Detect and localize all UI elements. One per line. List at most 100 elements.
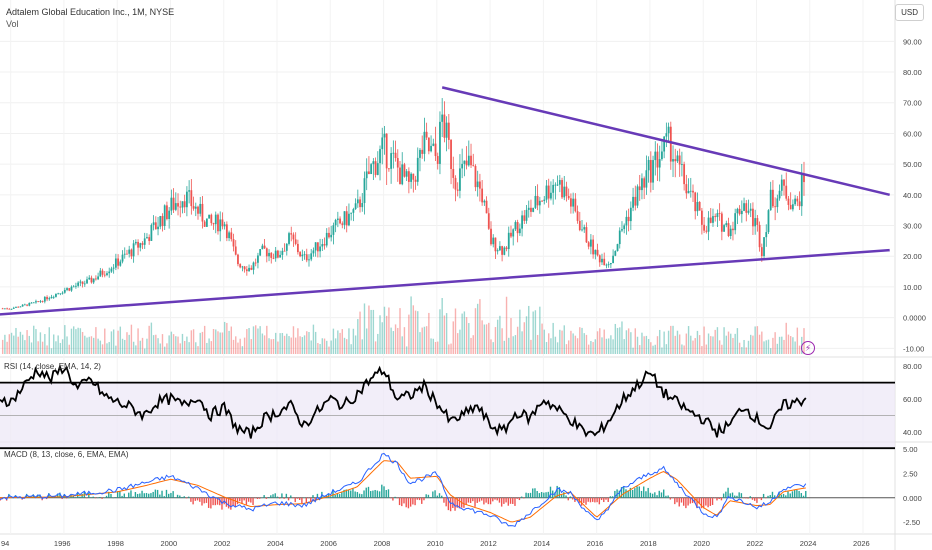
candle-body — [507, 232, 510, 250]
candle-body — [77, 282, 80, 286]
macd-histogram-bar — [214, 497, 217, 506]
volume-bar — [357, 319, 359, 354]
candle-body — [334, 219, 337, 226]
volume-bar — [372, 309, 375, 354]
candle-body — [714, 216, 717, 218]
volume-bar — [33, 325, 35, 354]
volume-bar — [312, 324, 315, 354]
volume-bar — [419, 332, 421, 354]
rsi-tick-label-1: 60.00 — [903, 395, 922, 404]
volume-bar — [772, 337, 774, 354]
volume-bar — [570, 330, 572, 354]
volume-bar — [97, 338, 99, 354]
volume-bar — [226, 322, 228, 354]
macd-histogram-bar — [79, 496, 81, 498]
volume-bar — [683, 345, 685, 354]
currency-button[interactable]: USD — [895, 4, 924, 21]
macd-legend[interactable]: MACD (8, 13, close, 6, EMA, EMA) — [4, 450, 129, 459]
volume-bar — [519, 309, 521, 354]
volume-bar — [441, 298, 443, 354]
volume-bar — [237, 342, 239, 354]
candle-body — [126, 253, 128, 255]
candle-body — [709, 217, 712, 223]
price-tick-label-3: 60.00 — [903, 129, 922, 138]
macd-histogram-bar — [463, 497, 465, 508]
time-tick-label-13: 2020 — [693, 539, 710, 548]
volume-bar — [72, 326, 75, 354]
macd-histogram-bar — [532, 488, 534, 498]
volume-bar — [581, 327, 583, 354]
macd-histogram-bar — [128, 492, 130, 498]
macd-histogram-bar — [210, 497, 212, 509]
macd-histogram-bar — [181, 496, 183, 498]
macd-histogram-bar — [680, 497, 683, 503]
candle-body — [63, 289, 66, 293]
macd-histogram-bar — [119, 491, 121, 498]
volume-bar — [665, 344, 668, 354]
macd-histogram-bar — [456, 497, 458, 508]
volume-bar — [366, 328, 368, 354]
time-tick-label-0: 94 — [1, 539, 9, 548]
candle-body — [10, 308, 13, 310]
macd-histogram-bar — [496, 497, 498, 501]
volume-bar — [319, 344, 321, 354]
candle-body — [41, 301, 44, 303]
macd-line — [0, 452, 807, 528]
candle-body — [363, 178, 366, 204]
volume-bar — [650, 342, 652, 354]
macd-histogram-bar — [441, 495, 443, 498]
macd-histogram-bar — [793, 489, 796, 498]
volume-bar — [798, 345, 801, 354]
time-tick-label-8: 2010 — [427, 539, 444, 548]
volume-bar — [707, 333, 710, 354]
volume-bar — [19, 331, 22, 354]
macd-histogram-bar — [378, 491, 381, 498]
macd-histogram-bar — [720, 497, 723, 501]
macd-histogram-bar — [656, 495, 658, 498]
volume-bar — [612, 339, 614, 354]
macd-histogram-bar — [156, 489, 159, 498]
macd-histogram-bar — [520, 496, 523, 498]
macd-histogram-bar — [367, 486, 370, 498]
volume-bar — [681, 344, 683, 354]
volume-bar — [545, 342, 548, 354]
macd-histogram-bar — [225, 497, 228, 507]
volume-bar — [454, 308, 457, 354]
macd-histogram-bar — [778, 491, 780, 498]
candle-body — [543, 199, 546, 201]
macd-histogram-bar — [651, 493, 654, 498]
macd-histogram-bar — [587, 497, 589, 502]
macd-histogram-bar — [591, 497, 594, 502]
candle-body — [359, 199, 361, 208]
volume-bar — [321, 338, 324, 354]
lightning-icon[interactable]: ⚡ — [801, 341, 815, 355]
candle-body — [800, 173, 803, 207]
volume-bar — [659, 329, 661, 354]
volume-bar — [592, 342, 594, 354]
volume-bar — [457, 333, 459, 354]
price-tick-label-9: 0.0000 — [903, 314, 926, 323]
candle-body — [470, 155, 472, 166]
candle-body — [492, 237, 495, 245]
volume-bar — [201, 331, 204, 354]
macd-histogram-bar — [32, 494, 34, 498]
macd-histogram-bar — [629, 487, 632, 498]
candle-body — [598, 255, 601, 263]
macd-histogram-bar — [150, 493, 152, 498]
rsi-legend[interactable]: RSI (14, close, EMA, 14, 2) — [4, 362, 101, 371]
macd-histogram-bar — [802, 495, 805, 498]
macd-tick-label-1: 2.50 — [903, 469, 918, 478]
macd-histogram-bar — [363, 490, 365, 498]
macd-histogram-bar — [296, 497, 299, 499]
macd-histogram-bar — [343, 489, 345, 498]
volume-bar — [403, 327, 406, 354]
macd-histogram-bar — [438, 493, 441, 498]
macd-histogram-bar — [74, 497, 77, 498]
price-tick-label-10: -10.00 — [903, 344, 924, 353]
candle-body — [97, 276, 100, 280]
macd-histogram-bar — [747, 497, 749, 499]
volume-bar — [159, 343, 161, 354]
volume-bar — [246, 329, 248, 354]
candle-body — [57, 293, 60, 295]
